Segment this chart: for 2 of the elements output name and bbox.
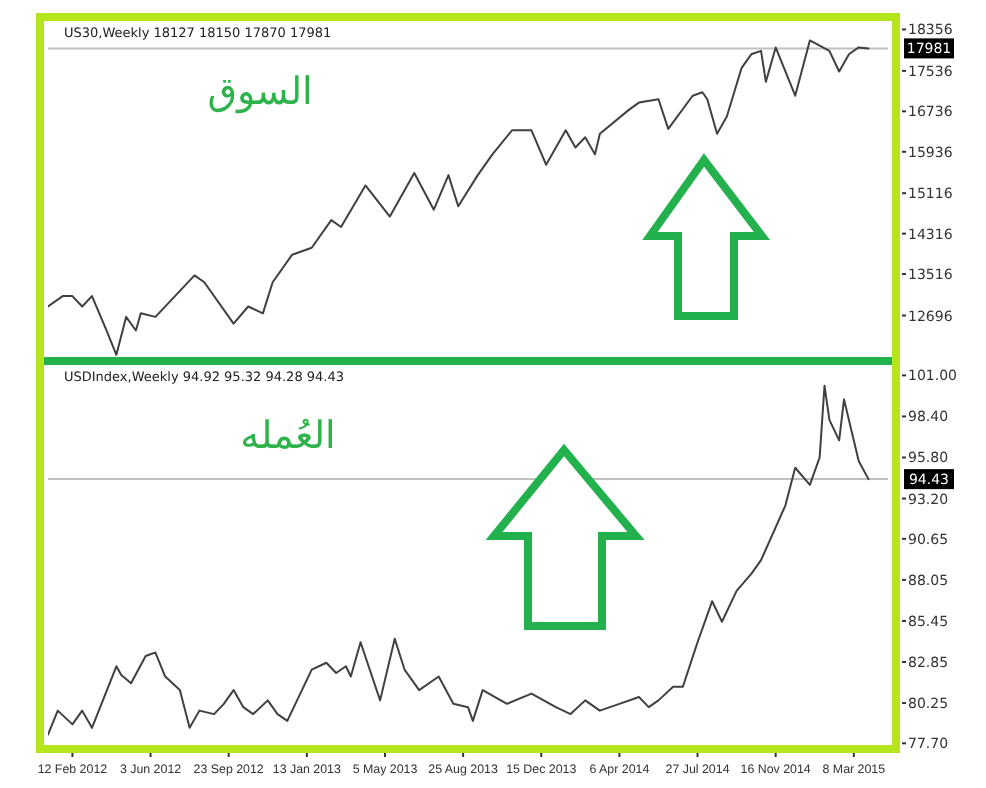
annotation: العُمله (240, 414, 336, 458)
annotation: السوق (207, 70, 313, 114)
